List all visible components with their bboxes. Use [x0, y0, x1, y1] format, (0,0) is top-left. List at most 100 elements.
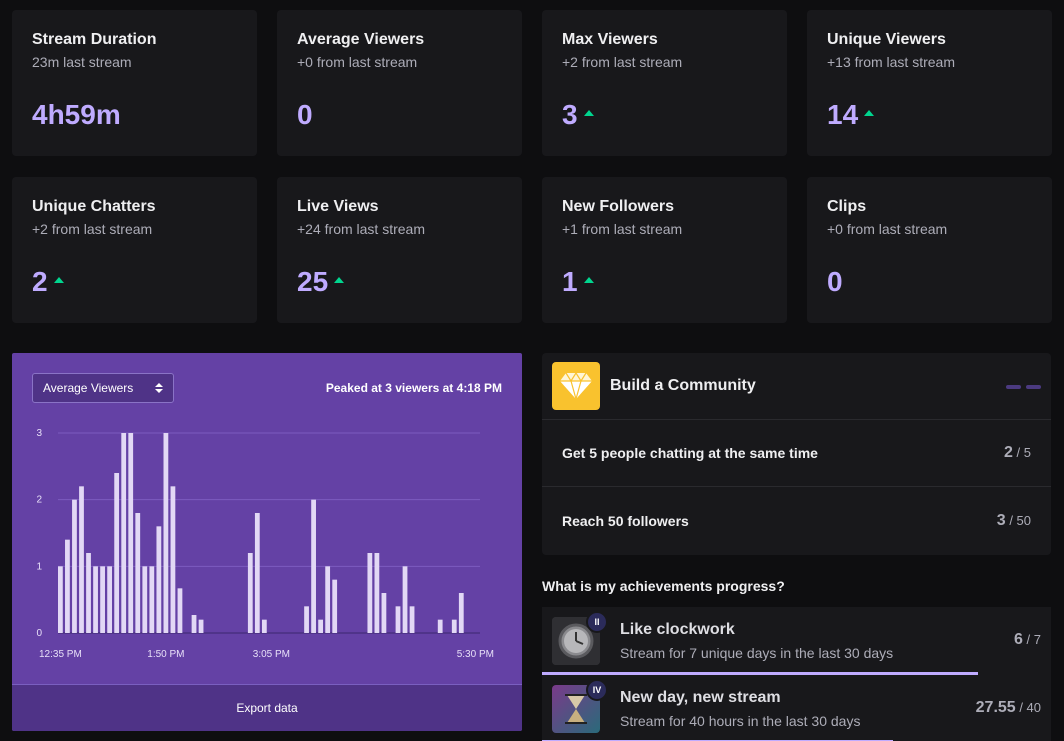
peak-value: 3 viewers — [385, 381, 440, 395]
peak-time: 4:18 PM — [456, 381, 502, 395]
chart-bar — [114, 473, 120, 633]
viewers-bar-chart: 0 1 2 3 12:35 PM 1:50 PM 3:05 PM 5:30 PM — [36, 428, 494, 660]
chart-bar — [381, 593, 387, 633]
community-goal: Get 5 people chatting at the same time 2… — [542, 420, 1051, 487]
stat-title: Max Viewers — [562, 31, 658, 48]
chart-bar — [451, 619, 457, 633]
trend-up-icon — [53, 277, 64, 283]
achievements-heading: What is my achievements progress? — [542, 578, 785, 594]
chart-bar — [318, 619, 324, 633]
stat-card-live-views: Live Views +24 from last stream 25 — [277, 177, 522, 323]
stat-card-unique-viewers: Unique Viewers +13 from last stream 14 — [807, 10, 1052, 156]
goal-label: Get 5 people chatting at the same time — [562, 445, 818, 461]
stat-subtitle: 23m last stream — [32, 54, 132, 70]
chart-bar — [142, 566, 148, 633]
stat-title: Live Views — [297, 198, 379, 215]
chart-bar — [437, 619, 443, 633]
community-goal: Reach 50 followers 3 / 50 — [542, 487, 1051, 554]
build-community-panel: Build a Community Get 5 people chatting … — [542, 353, 1051, 555]
goal-label: Reach 50 followers — [562, 512, 689, 529]
y-tick-label: 3 — [36, 428, 42, 439]
stat-card-max-viewers: Max Viewers +2 from last stream 3 — [542, 10, 787, 156]
achievement-progress-bar — [542, 672, 978, 675]
stat-card-average-viewers: Average Viewers +0 from last stream 0 — [277, 10, 522, 156]
chart-bar — [149, 566, 155, 633]
goal-count: 2 / 5 — [1004, 444, 1031, 461]
chart-bar — [100, 566, 105, 633]
chart-bar — [170, 486, 176, 633]
metric-select-value: Average Viewers — [43, 381, 134, 395]
stat-card-clips: Clips +0 from last stream 0 — [807, 177, 1052, 323]
chart-bar — [177, 588, 183, 633]
chart-bar — [325, 566, 331, 633]
stat-subtitle: +0 from last stream — [297, 54, 418, 70]
chart-bar — [58, 566, 63, 633]
stat-title: Unique Viewers — [827, 31, 946, 48]
trend-up-icon — [583, 110, 594, 116]
stat-title: Stream Duration — [32, 31, 157, 48]
stat-subtitle: +0 from last stream — [827, 221, 948, 237]
community-title: Build a Community — [610, 377, 756, 394]
chart-bar — [374, 553, 380, 633]
trend-up-icon — [583, 277, 594, 283]
stat-subtitle: +2 from last stream — [32, 221, 153, 237]
stat-value: 3 — [562, 98, 594, 132]
export-data-button[interactable]: Export data — [12, 684, 522, 731]
stat-value: 4h59m — [32, 99, 121, 130]
stat-value: 14 — [827, 98, 875, 132]
chart-bar — [409, 606, 415, 633]
viewers-chart-panel: Average Viewers Peaked at 3 viewers at 4… — [12, 353, 522, 731]
chart-bar — [395, 606, 401, 633]
chart-bar — [93, 566, 98, 633]
achievement-level-badge: IV — [586, 679, 608, 701]
stat-subtitle: +2 from last stream — [562, 54, 683, 70]
stat-title: Unique Chatters — [32, 198, 156, 215]
stat-value: 0 — [827, 266, 843, 297]
achievement-title: Like clockwork — [620, 621, 735, 638]
x-tick-label: 1:50 PM — [147, 649, 184, 660]
achievement-title: New day, new stream — [620, 689, 781, 706]
stat-subtitle: +13 from last stream — [827, 54, 955, 70]
stat-value: 1 — [562, 265, 594, 299]
chart-bar — [254, 513, 260, 633]
achievement-item[interactable]: IV New day, new stream Stream for 40 hou… — [542, 675, 1051, 741]
chart-bar — [107, 566, 113, 633]
y-tick-label: 0 — [36, 628, 42, 639]
achievement-item[interactable]: II Like clockwork Stream for 7 unique da… — [542, 607, 1051, 675]
y-tick-label: 1 — [36, 561, 42, 572]
stat-value: 0 — [297, 99, 313, 130]
stat-title: Clips — [827, 198, 867, 215]
x-tick-label: 5:30 PM — [457, 649, 494, 660]
chart-bar — [402, 566, 408, 633]
chart-bar — [304, 606, 309, 633]
select-arrows-icon — [155, 383, 163, 393]
chart-bar — [261, 619, 267, 633]
carousel-dots[interactable] — [1006, 385, 1041, 389]
stat-card-new-followers: New Followers +1 from last stream 1 — [542, 177, 787, 323]
chart-bar — [458, 593, 464, 633]
trend-up-icon — [334, 277, 345, 283]
metric-select[interactable]: Average Viewers — [32, 373, 174, 403]
chart-bar — [311, 499, 316, 633]
chart-bar — [128, 433, 134, 633]
stat-value: 2 — [32, 265, 64, 299]
peak-summary: Peaked at 3 viewers at 4:18 PM — [325, 381, 502, 395]
chart-bar — [198, 619, 204, 633]
chart-bar — [247, 553, 253, 633]
chart-bar — [332, 579, 338, 633]
chart-bar — [79, 486, 84, 633]
chart-bar — [65, 539, 70, 633]
goal-count: 3 / 50 — [996, 511, 1031, 529]
stat-value: 25 — [297, 265, 345, 299]
achievement-description: Stream for 40 hours in the last 30 days — [620, 713, 861, 729]
chart-bar — [367, 553, 373, 633]
chart-bar — [191, 615, 197, 633]
achievement-level-badge: II — [586, 611, 608, 633]
x-tick-label: 3:05 PM — [253, 649, 290, 660]
chart-bar — [86, 553, 91, 633]
clock-icon — [552, 617, 600, 665]
stat-subtitle: +24 from last stream — [297, 221, 425, 237]
stat-card-stream-duration: Stream Duration 23m last stream 4h59m — [12, 10, 257, 156]
chart-bar — [135, 513, 141, 633]
chart-bar — [72, 499, 77, 633]
